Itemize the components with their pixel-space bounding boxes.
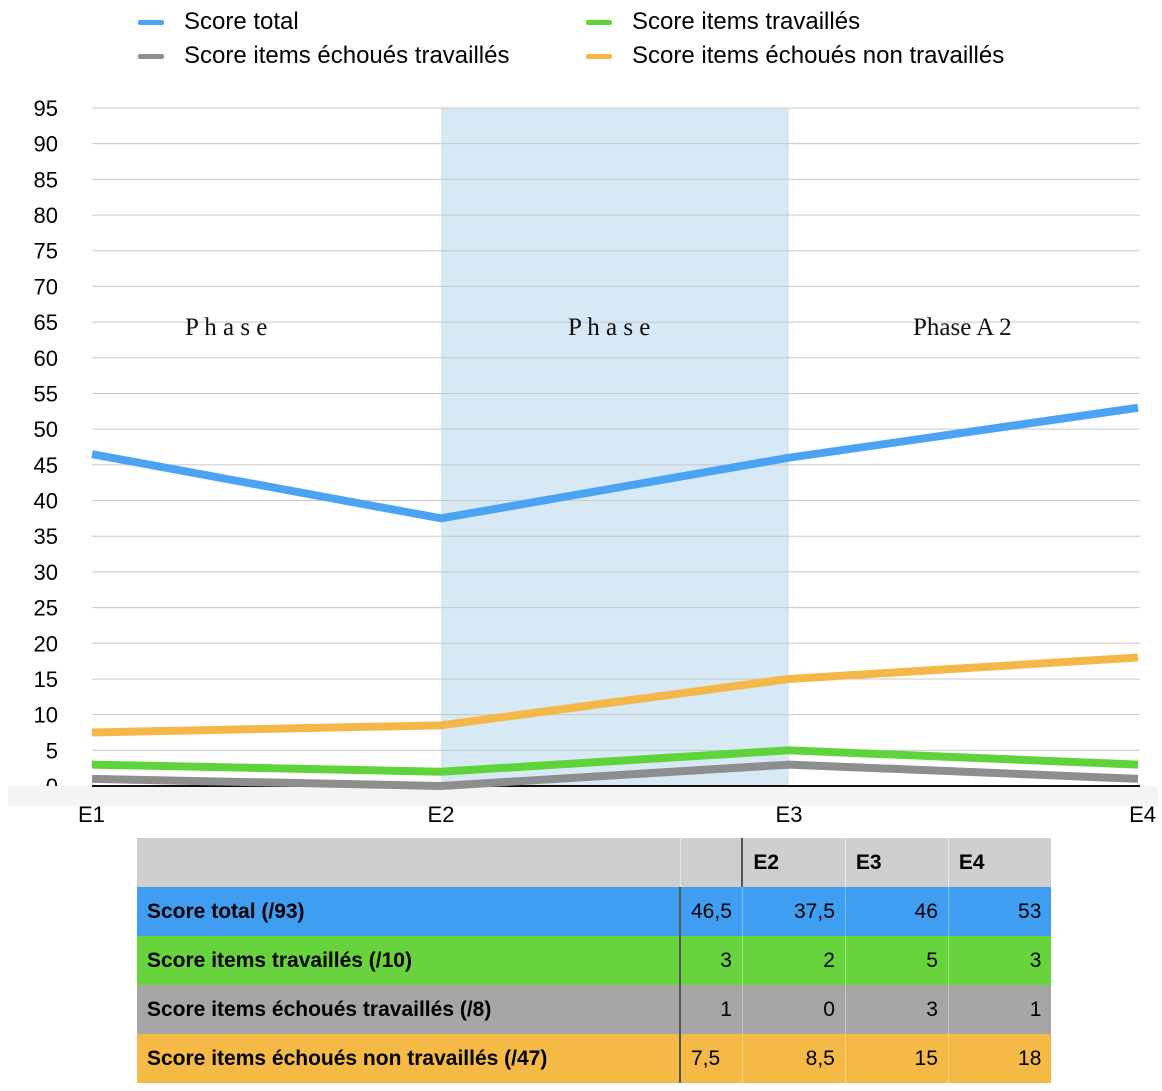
row-label: Score total (/93) bbox=[137, 887, 681, 936]
table-cell: 1 bbox=[947, 985, 1052, 1034]
y-tick-label: 20 bbox=[34, 631, 58, 656]
legend-item-echoues-non-travailles: Score items échoués non travaillés bbox=[586, 42, 1004, 70]
table-cell: 37,5 bbox=[741, 887, 846, 936]
table-cell: 53 bbox=[947, 887, 1052, 936]
line-chart: 05101520253035404550556065707580859095E1… bbox=[8, 96, 1158, 827]
table-row: Score items échoués travaillés (/8) 1 0 … bbox=[137, 985, 1052, 1034]
table-cell: 8,5 bbox=[741, 1034, 846, 1083]
legend-label: Score total bbox=[184, 8, 299, 35]
x-tick-label: E3 bbox=[776, 802, 803, 827]
table-header-cell bbox=[137, 838, 680, 887]
series-line bbox=[91, 746, 1139, 776]
y-tick-label: 85 bbox=[34, 167, 58, 192]
legend-item-echoues-travailles: Score items échoués travaillés bbox=[138, 42, 509, 70]
legend-label: Score items travaillés bbox=[632, 8, 861, 35]
table-cell: 7,5 bbox=[679, 1034, 743, 1083]
row-label: Score items travaillés (/10) bbox=[137, 936, 681, 985]
y-tick-label: 95 bbox=[34, 96, 58, 121]
phase-label-a2: Phase A 2 bbox=[913, 314, 1012, 341]
table-header-row: E2 E3 E4 bbox=[137, 838, 1052, 887]
y-tick-label: 25 bbox=[34, 596, 58, 621]
table-row: Score total (/93) 46,5 37,5 46 53 bbox=[137, 887, 1052, 936]
table-header-cell-e2: E2 bbox=[741, 838, 846, 887]
table-cell: 3 bbox=[679, 936, 743, 985]
table-cell: 3 bbox=[947, 936, 1052, 985]
legend-label: Score items échoués non travaillés bbox=[632, 42, 1005, 69]
table-header-cell-e3: E3 bbox=[844, 838, 949, 887]
series-line bbox=[91, 403, 1139, 523]
table-cell: 1 bbox=[679, 985, 743, 1034]
y-tick-label: 80 bbox=[34, 203, 58, 228]
table-cell: 46 bbox=[844, 887, 949, 936]
x-axis-band bbox=[8, 786, 1158, 806]
table-header-cell-e4: E4 bbox=[947, 838, 1052, 887]
y-tick-label: 50 bbox=[34, 417, 58, 442]
table-cell: 3 bbox=[844, 985, 949, 1034]
y-tick-label: 10 bbox=[34, 703, 58, 728]
legend-item-items-travailles: Score items travaillés bbox=[586, 8, 860, 36]
x-tick-label: E2 bbox=[428, 802, 455, 827]
legend-swatch bbox=[586, 19, 612, 25]
legend-item-score-total: Score total bbox=[138, 8, 299, 36]
y-tick-label: 5 bbox=[46, 738, 58, 763]
table-cell: 18 bbox=[947, 1034, 1052, 1083]
legend-swatch bbox=[138, 53, 164, 59]
table-cell: 0 bbox=[741, 985, 846, 1034]
table-cell: 2 bbox=[741, 936, 846, 985]
phase-label-b: P h a s e bbox=[568, 314, 651, 341]
table-cell: 15 bbox=[844, 1034, 949, 1083]
series-line bbox=[91, 653, 1139, 737]
row-label: Score items échoués travaillés (/8) bbox=[137, 985, 681, 1034]
legend-swatch bbox=[586, 53, 612, 59]
data-table: E2 E3 E4 Score total (/93) 46,5 37,5 46 … bbox=[137, 838, 1052, 1083]
table-header-cell bbox=[679, 838, 744, 887]
table-cell: 5 bbox=[844, 936, 949, 985]
y-tick-label: 55 bbox=[34, 381, 58, 406]
y-tick-label: 40 bbox=[34, 489, 58, 514]
y-tick-label: 30 bbox=[34, 560, 58, 585]
legend-swatch bbox=[138, 19, 164, 25]
y-tick-label: 75 bbox=[34, 239, 58, 264]
x-tick-label: E4 bbox=[1129, 802, 1156, 827]
table-cell: 46,5 bbox=[679, 887, 743, 936]
y-tick-label: 15 bbox=[34, 667, 58, 692]
y-tick-label: 35 bbox=[34, 524, 58, 549]
phase-label-a1: P h a s e bbox=[185, 314, 268, 341]
table-row: Score items échoués non travaillés (/47)… bbox=[137, 1034, 1052, 1083]
legend-label: Score items échoués travaillés bbox=[184, 42, 510, 69]
y-tick-label: 60 bbox=[34, 346, 58, 371]
row-label: Score items échoués non travaillés (/47) bbox=[137, 1034, 681, 1083]
series-line bbox=[91, 760, 1139, 790]
phase-b-shaded-region bbox=[441, 108, 789, 786]
y-tick-label: 70 bbox=[34, 274, 58, 299]
x-tick-label: E1 bbox=[78, 802, 105, 827]
y-tick-label: 45 bbox=[34, 453, 58, 478]
table-row: Score items travaillés (/10) 3 2 5 3 bbox=[137, 936, 1052, 985]
y-tick-label: 90 bbox=[34, 132, 58, 157]
y-tick-label: 65 bbox=[34, 310, 58, 335]
